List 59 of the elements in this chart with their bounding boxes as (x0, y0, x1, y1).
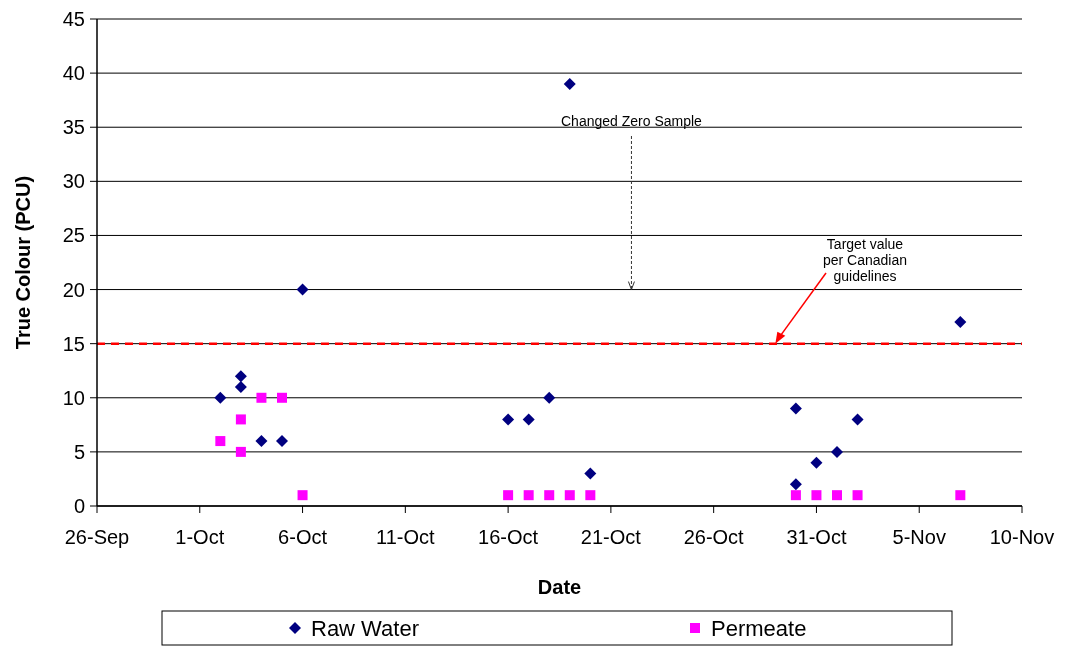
point (851, 413, 864, 426)
x-tick-label: 1-Oct (175, 526, 225, 548)
point (522, 413, 535, 426)
x-axis-title: Date (537, 576, 582, 598)
x-tick-label: 31-Oct (786, 526, 847, 548)
point (214, 391, 227, 404)
legend-label: Permeate (711, 615, 807, 641)
point (563, 77, 576, 90)
y-axis-title: True Colour (PCU) (12, 175, 34, 350)
y-tick-label: 0 (73, 495, 85, 517)
point (585, 490, 596, 501)
point (811, 490, 822, 501)
y-tick-label: 25 (62, 224, 85, 247)
point (954, 316, 967, 329)
point (276, 435, 288, 448)
point (277, 392, 287, 403)
y-tick-label: 10 (62, 386, 85, 409)
annotation: Changed Zero Sample (561, 113, 703, 129)
point (502, 413, 515, 426)
x-tick-label: 26-Sep (64, 526, 130, 548)
y-tick-label: 20 (62, 278, 85, 301)
point (215, 436, 226, 447)
point (789, 402, 802, 415)
y-tick-label: 40 (62, 62, 85, 85)
y-tick-label: 45 (62, 8, 85, 30)
x-tick-label: 5-Nov (892, 526, 946, 548)
point (831, 445, 843, 458)
y-tick-label: 35 (62, 116, 85, 139)
x-tick-label: 6-Oct (278, 526, 328, 548)
point (832, 490, 842, 501)
y-tick-label: 5 (73, 440, 85, 463)
point (297, 490, 308, 501)
point (235, 414, 246, 425)
point (544, 490, 555, 501)
point (810, 456, 823, 469)
point (584, 467, 597, 480)
point (852, 490, 863, 501)
point (543, 391, 556, 404)
point (789, 478, 802, 491)
point (955, 490, 966, 501)
point (790, 490, 801, 501)
y-tick-label: 30 (62, 170, 85, 193)
point (234, 370, 247, 383)
x-tick-label: 10-Nov (989, 526, 1055, 548)
annotation: Target value per Canadian guidelines (822, 236, 908, 284)
legend-label: Raw Water (311, 615, 419, 641)
point (256, 392, 267, 403)
x-tick-label: 11-Oct (376, 526, 436, 548)
x-tick-label: 26-Oct (683, 526, 745, 548)
point (296, 283, 309, 296)
point (234, 380, 247, 393)
point (235, 446, 246, 457)
point (564, 490, 575, 501)
point (255, 435, 268, 448)
point (523, 490, 534, 501)
point (503, 490, 514, 501)
x-tick-label: 16-Oct (478, 526, 539, 548)
y-tick-label: 15 (62, 332, 85, 355)
x-tick-label: 21-Oct (580, 526, 642, 548)
